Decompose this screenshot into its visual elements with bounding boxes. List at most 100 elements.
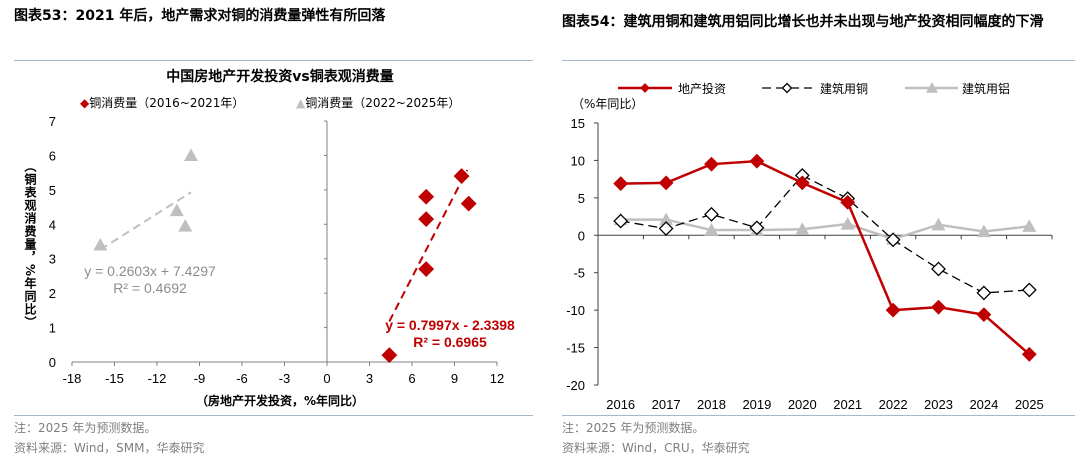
data-point xyxy=(704,206,719,222)
x-tick-label: -3 xyxy=(279,371,291,386)
legend-label: 铜消费量（2022~2025年） xyxy=(305,96,461,110)
data-point xyxy=(749,220,765,236)
y-tick-label: 4 xyxy=(49,217,56,232)
legend-diamond-icon: ◆ xyxy=(80,96,90,110)
data-point xyxy=(976,285,992,301)
scatter-y-axis-label: （铜表观消费量，%年同比） xyxy=(23,160,37,330)
trendline-equation: y = 0.2603x + 7.4297 xyxy=(84,263,216,279)
y-tick-label: 1 xyxy=(49,321,56,336)
left-note: 注：2025 年为预测数据。 xyxy=(14,421,157,435)
x-tick-label: 2019 xyxy=(742,397,771,412)
data-point xyxy=(840,217,855,230)
trendline-r2: R² = 0.6965 xyxy=(413,334,487,350)
x-tick-label: -6 xyxy=(236,371,248,386)
legend-diamond-icon xyxy=(640,83,650,93)
y-tick-label: 7 xyxy=(49,114,56,129)
data-point xyxy=(704,223,719,236)
data-point xyxy=(704,156,719,172)
left-bottom-divider xyxy=(14,415,533,416)
x-tick-label: 2016 xyxy=(606,397,635,412)
trendline xyxy=(99,191,192,251)
scatter-point xyxy=(453,168,470,185)
scatter-point xyxy=(178,219,193,232)
x-tick-label: -9 xyxy=(194,371,206,386)
x-tick-label: 2017 xyxy=(652,397,681,412)
left-top-divider xyxy=(14,60,533,61)
trendline-r2: R² = 0.4692 xyxy=(113,280,187,296)
data-point xyxy=(885,302,901,318)
legend-triangle-icon xyxy=(926,82,938,93)
x-tick-label: 2024 xyxy=(969,397,998,412)
data-point xyxy=(749,153,765,169)
legend-label: 铜消费量（2016~2021年） xyxy=(89,96,245,110)
series-line xyxy=(620,159,1031,356)
legend-item-series-1: ◆铜消费量（2016~2021年） xyxy=(80,94,244,111)
x-tick-label: 0 xyxy=(323,371,330,386)
trendline-equation: y = 0.7997x - 2.3398 xyxy=(385,317,515,333)
data-point xyxy=(794,175,810,191)
x-tick-label: -18 xyxy=(63,371,82,386)
scatter-title: 中国房地产开发投资vs铜表观消费量 xyxy=(166,69,394,85)
scatter-point xyxy=(460,195,477,212)
legend-label-series-1: 地产投资 xyxy=(678,82,727,96)
scatter-point xyxy=(184,148,198,162)
right-note: 注：2025 年为预测数据。 xyxy=(562,421,705,435)
right-top-divider xyxy=(562,60,1075,61)
y-tick-label: -10 xyxy=(566,303,585,318)
y-tick-label: 6 xyxy=(49,148,56,163)
data-point xyxy=(658,221,674,236)
trendline xyxy=(388,169,469,322)
right-source: 资料来源：Wind，CRU，华泰研究 xyxy=(562,441,750,455)
line-y-axis-label: （%年同比） xyxy=(572,97,644,111)
data-point xyxy=(840,194,856,210)
x-tick-label: 9 xyxy=(451,371,458,386)
x-tick-label: 2020 xyxy=(788,397,817,412)
scatter-point xyxy=(418,261,435,277)
x-tick-label: 2023 xyxy=(924,397,953,412)
y-tick-label: 0 xyxy=(578,228,585,243)
scatter-x-axis-label: （房地产开发投资，%年同比） xyxy=(195,394,365,408)
data-point xyxy=(1021,282,1037,298)
scatter-point xyxy=(93,237,108,251)
y-tick-label: 5 xyxy=(578,191,585,206)
x-tick-label: 2025 xyxy=(1015,397,1044,412)
y-tick-label: -5 xyxy=(573,266,585,281)
legend-open-diamond-icon xyxy=(781,82,793,94)
scatter-point xyxy=(418,211,435,228)
y-tick-label: 3 xyxy=(49,252,56,267)
data-point xyxy=(976,224,991,238)
data-point xyxy=(1021,346,1037,362)
legend-triangle-icon: ▲ xyxy=(296,96,306,110)
legend-label-series-2: 建筑用铜 xyxy=(820,82,869,96)
data-point xyxy=(931,217,946,231)
y-tick-label: 10 xyxy=(571,153,585,168)
scatter-point xyxy=(381,347,398,364)
left-source: 资料来源：Wind，SMM，华泰研究 xyxy=(14,441,205,455)
data-point xyxy=(659,212,674,226)
y-tick-label: 2 xyxy=(49,286,56,301)
data-point xyxy=(795,222,810,235)
y-tick-label: 5 xyxy=(49,183,56,198)
x-tick-label: 2021 xyxy=(833,397,862,412)
y-tick-label: 0 xyxy=(49,355,56,370)
y-tick-label: 15 xyxy=(571,116,585,131)
x-tick-label: 3 xyxy=(366,371,373,386)
data-point xyxy=(931,299,946,315)
x-tick-label: 6 xyxy=(408,371,415,386)
data-point xyxy=(976,307,992,323)
data-point xyxy=(613,213,629,229)
x-tick-label: 2022 xyxy=(879,397,908,412)
data-point xyxy=(885,232,901,248)
left-figure-header: 图表53：2021 年后，地产需求对铜的消费量弹性有所回落 xyxy=(14,8,386,24)
x-tick-label: 2018 xyxy=(697,397,726,412)
data-point xyxy=(1022,219,1037,232)
scatter-point xyxy=(418,188,435,205)
x-tick-label: 12 xyxy=(490,371,504,386)
data-point xyxy=(613,176,629,192)
x-tick-label: -12 xyxy=(148,371,167,386)
data-point xyxy=(931,261,946,277)
y-tick-label: -20 xyxy=(566,378,585,393)
x-tick-label: -15 xyxy=(105,371,124,386)
